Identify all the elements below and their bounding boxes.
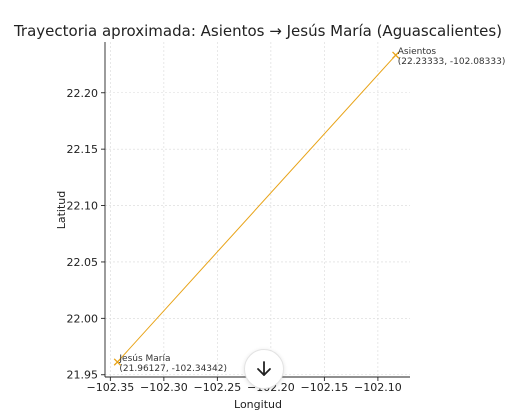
series [113,51,400,366]
x-axis-label: Longitud [234,398,282,411]
y-tick-label: 22.10 [67,200,99,213]
x-tick-label: −102.30 [140,381,188,394]
y-tick-label: 21.95 [67,369,99,382]
axis-ticks: −102.35−102.30−102.25−102.20−102.15−102.… [67,87,402,394]
y-tick-label: 22.15 [67,143,99,156]
chart-title: Trayectoria aproximada: Asientos → Jesús… [13,22,502,40]
y-tick-label: 22.00 [67,312,99,325]
y-axis-label: Latitud [55,191,68,230]
y-tick-label: 22.20 [67,87,99,100]
y-tick-label: 22.05 [67,256,99,269]
annotations: Asientos(22.23333, -102.08333) Jesús Marí… [118,47,505,374]
point-marker [392,51,400,59]
point-name-label: Asientos [398,47,437,57]
point-coords-label: (21.96127, -102.34342) [119,364,227,374]
x-tick-label: −102.15 [301,381,349,394]
point-coords-label: (22.23333, -102.08333) [398,57,506,67]
grid [105,42,410,377]
x-tick-label: −102.35 [86,381,134,394]
point-name-label: Jesús María [118,354,170,364]
x-tick-label: −102.10 [354,381,402,394]
series-line [117,54,397,363]
scroll-down-button[interactable] [244,349,284,389]
arrow-down-icon [257,361,271,376]
point-marker [113,358,122,366]
x-tick-label: −102.25 [194,381,242,394]
